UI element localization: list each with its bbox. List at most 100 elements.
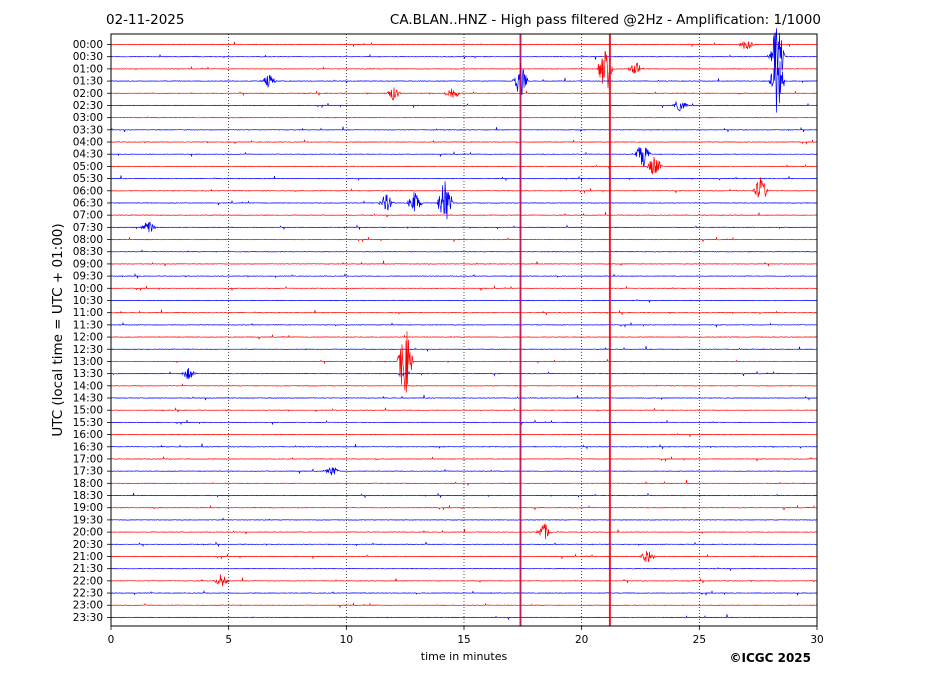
seismic-trace [110, 551, 818, 562]
y-tick-label: 18:30 [73, 490, 103, 502]
seismic-trace [110, 492, 818, 499]
seismic-trace [110, 41, 818, 50]
seismic-trace [110, 346, 818, 352]
y-tick-label: 00:00 [73, 39, 103, 51]
x-tick-label: 0 [108, 634, 115, 646]
y-tick-label: 15:30 [73, 417, 103, 429]
y-tick-label: 23:30 [73, 612, 103, 624]
y-tick-label: 10:00 [73, 283, 103, 295]
seismic-trace [110, 116, 818, 119]
seismic-trace [110, 589, 818, 597]
y-tick-label: 10:30 [73, 295, 103, 307]
y-tick-label: 21:30 [73, 563, 103, 575]
y-tick-label: 16:30 [73, 441, 103, 453]
y-tick-label: 22:30 [73, 588, 103, 600]
y-tick-label: 06:00 [73, 185, 103, 197]
seismic-trace [110, 211, 818, 218]
y-tick-label: 04:00 [73, 137, 103, 149]
seismic-trace [110, 523, 817, 540]
seismic-trace [110, 260, 818, 267]
seismic-trace [110, 55, 817, 113]
seismic-trace [110, 394, 818, 401]
y-tick-label: 08:00 [73, 234, 103, 246]
y-tick-label: 09:00 [73, 258, 103, 270]
x-tick-label: 30 [810, 634, 823, 646]
y-tick-label: 22:00 [73, 575, 103, 587]
seismic-trace [110, 147, 818, 167]
seismic-trace [110, 419, 818, 426]
seismic-trace [110, 249, 818, 253]
seismic-trace [110, 273, 818, 279]
y-tick-label: 01:00 [73, 63, 103, 75]
y-tick-label: 09:30 [73, 271, 103, 283]
seismic-trace [110, 466, 817, 476]
seismic-trace [110, 138, 818, 145]
x-tick-label: 15 [457, 634, 470, 646]
y-tick-label: 20:30 [73, 539, 103, 551]
seismic-trace [110, 443, 818, 450]
y-tick-label: 05:00 [73, 161, 103, 173]
y-tick-label: 17:00 [73, 453, 103, 465]
y-tick-label: 02:00 [73, 88, 103, 100]
seismic-trace [110, 407, 817, 413]
y-tick-label: 13:30 [73, 368, 103, 380]
y-tick-label: 15:00 [73, 405, 103, 417]
y-tick-label: 23:00 [73, 600, 103, 612]
y-tick-label: 13:00 [73, 356, 103, 368]
seismic-trace [110, 367, 818, 379]
copyright-text: ©ICGC 2025 [729, 651, 811, 665]
seismic-trace [110, 455, 818, 462]
y-tick-label: 03:00 [73, 112, 103, 124]
y-tick-label: 19:00 [73, 502, 103, 514]
seismic-trace [111, 541, 818, 548]
chart-title: CA.BLAN..HNZ - High pass filtered @2Hz -… [389, 12, 821, 28]
seismic-trace [110, 480, 818, 486]
seismic-trace [110, 156, 818, 175]
y-tick-label: 02:30 [73, 100, 103, 112]
seismic-trace [110, 175, 818, 182]
seismic-trace [110, 50, 818, 89]
seismic-trace [110, 87, 818, 101]
seismic-trace [110, 298, 817, 303]
y-tick-label: 00:30 [73, 51, 103, 63]
y-tick-label: 12:00 [73, 332, 103, 344]
seismic-trace [110, 126, 818, 133]
y-tick-label: 04:30 [73, 149, 103, 161]
y-tick-label: 06:30 [73, 197, 103, 209]
y-tick-label: 18:00 [73, 478, 103, 490]
y-tick-label: 03:30 [73, 124, 103, 136]
seismic-trace [110, 504, 817, 511]
seismic-trace [110, 309, 817, 316]
seismic-trace [110, 517, 818, 521]
y-tick-label: 21:00 [73, 551, 103, 563]
seismic-trace [110, 285, 818, 292]
y-tick-label: 11:00 [73, 307, 103, 319]
y-tick-label: 17:30 [73, 466, 103, 478]
y-tick-label: 01:30 [73, 76, 103, 88]
y-tick-label: 19:30 [73, 514, 103, 526]
x-tick-label: 10 [340, 634, 353, 646]
y-tick-label: 14:30 [73, 393, 103, 405]
y-tick-label: 11:30 [73, 319, 103, 331]
x-tick-label: 5 [225, 634, 232, 646]
seismic-trace [110, 221, 818, 233]
y-tick-label: 05:30 [73, 173, 103, 185]
seismic-trace [110, 331, 818, 393]
seismic-trace [110, 28, 818, 74]
seismic-trace [110, 181, 818, 220]
chart-date: 02-11-2025 [106, 12, 185, 28]
y-tick-label: 16:00 [73, 429, 103, 441]
seismic-trace [111, 100, 818, 112]
x-axis-label: time in minutes [420, 650, 508, 663]
seismic-trace [110, 574, 818, 587]
seismic-trace [110, 432, 817, 437]
plot-frame [110, 33, 818, 627]
seismic-trace [110, 383, 818, 387]
seismic-trace [110, 177, 818, 198]
seismic-trace [110, 333, 818, 340]
y-tick-label: 20:00 [73, 527, 103, 539]
seismic-trace [110, 614, 818, 620]
y-tick-label: 07:30 [73, 222, 103, 234]
x-tick-label: 20 [575, 634, 588, 646]
